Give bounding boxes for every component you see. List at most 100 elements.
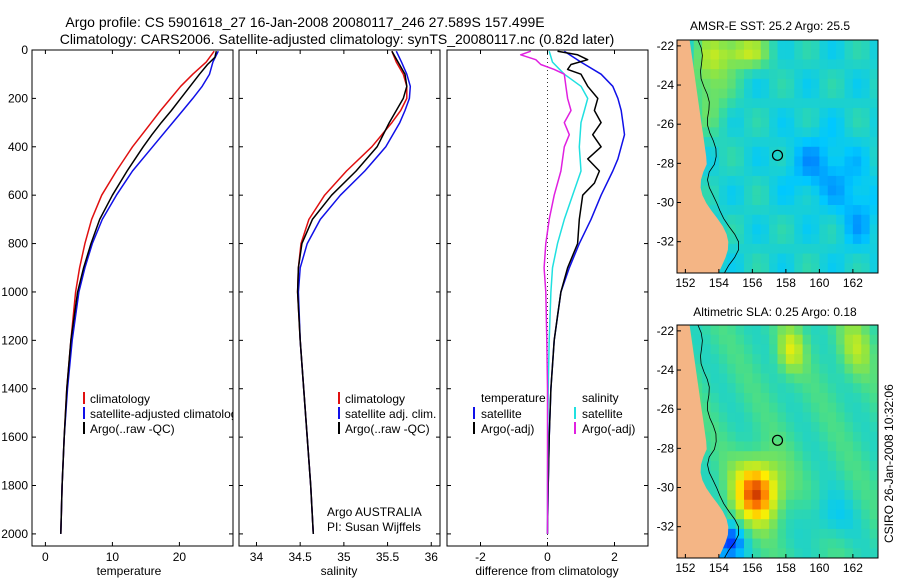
- heatmap-cell: [811, 460, 820, 472]
- heatmap-cell: [769, 402, 778, 413]
- heatmap-cell: [802, 156, 812, 167]
- sst-map: AMSR-E SST: 25.2 Argo: 25.5 -22 -24 -26 -28…: [657, 19, 879, 290]
- heatmap-cell: [827, 166, 837, 177]
- heatmap-cell: [777, 451, 787, 462]
- heatmap-cell: [710, 354, 720, 365]
- heatmap-cell: [769, 40, 778, 51]
- heatmap-cell: [836, 509, 845, 520]
- heatmap-cell: [752, 127, 762, 138]
- depth-tick-label: 200: [8, 91, 28, 105]
- heatmap-cell: [819, 509, 829, 520]
- heatmap-cell: [844, 499, 854, 510]
- heatmap-cell: [827, 40, 837, 51]
- lat-tick-label: -24: [657, 78, 675, 92]
- series-temperature-satellite: [546, 50, 626, 534]
- heatmap-cell: [735, 78, 745, 89]
- heatmap-cell: [769, 214, 778, 225]
- heatmap-cell: [735, 538, 745, 549]
- lon-tick-label: 158: [776, 276, 796, 290]
- heatmap-cell: [777, 499, 787, 510]
- heatmap-cell: [702, 127, 711, 138]
- heatmap-cell: [819, 205, 829, 216]
- heatmap-cell: [752, 205, 762, 216]
- series-satellite-adjusted-climatology: [60, 50, 219, 534]
- heatmap-cell: [794, 175, 804, 187]
- heatmap-cell: [836, 107, 845, 119]
- heatmap-cell: [785, 441, 795, 452]
- heatmap-cell: [735, 224, 745, 235]
- heatmap-cell: [735, 344, 745, 355]
- heatmap-cell: [744, 166, 753, 177]
- heatmap-cell: [735, 185, 745, 196]
- heatmap-cell: [802, 127, 812, 138]
- heatmap-cell: [836, 98, 845, 109]
- heatmap-cell: [693, 49, 703, 60]
- x-tick-label: 34: [250, 550, 264, 564]
- heatmap-cell: [869, 40, 879, 51]
- heatmap-cell: [836, 412, 845, 423]
- heatmap-cell: [836, 344, 845, 355]
- legend-header-temperature: temperature: [481, 391, 546, 405]
- heatmap-cell: [785, 480, 795, 491]
- heatmap-cell: [744, 137, 753, 148]
- difference-panel: -2 0 2 difference from climatology tempera…: [446, 49, 649, 578]
- heatmap-cell: [844, 363, 854, 374]
- heatmap-cell: [827, 325, 837, 336]
- heatmap-cell: [744, 412, 753, 423]
- heatmap-cell: [760, 78, 770, 89]
- heatmap-cell: [727, 431, 737, 442]
- heatmap-cell: [852, 195, 862, 206]
- heatmap-cell: [852, 175, 862, 187]
- heatmap-cell: [735, 548, 745, 559]
- heatmap-cell: [744, 205, 753, 216]
- heatmap-cell: [836, 185, 845, 196]
- depth-tick-label: 1200: [1, 333, 28, 347]
- heatmap-cell: [777, 470, 787, 481]
- heatmap-cell: [718, 373, 728, 384]
- heatmap-cell: [827, 224, 837, 235]
- heatmap-cell: [811, 470, 820, 481]
- heatmap-cell: [811, 156, 820, 167]
- heatmap-cell: [727, 451, 737, 462]
- heatmap-cell: [794, 441, 804, 452]
- heatmap-cell: [827, 480, 837, 491]
- heatmap-cell: [861, 88, 871, 99]
- heatmap-cell: [785, 412, 795, 423]
- heatmap-cell: [852, 383, 862, 394]
- heatmap-cell: [735, 59, 745, 70]
- heatmap-cell: [744, 185, 753, 196]
- heatmap-cell: [794, 392, 804, 404]
- heatmap-cell: [777, 480, 787, 491]
- heatmap-cell: [760, 127, 770, 138]
- heatmap-cell: [710, 363, 720, 374]
- heatmap-cell: [769, 243, 778, 254]
- heatmap-cell: [727, 334, 737, 345]
- heatmap-cell: [844, 166, 854, 177]
- heatmap-cell: [727, 243, 737, 254]
- heatmap-cell: [777, 334, 787, 345]
- heatmap-cell: [727, 166, 737, 177]
- heatmap-cell: [735, 156, 745, 167]
- heatmap-cell: [836, 146, 845, 157]
- heatmap-cell: [794, 234, 804, 245]
- heatmap-cell: [869, 205, 879, 216]
- heatmap-cell: [802, 146, 812, 157]
- heatmap-cell: [802, 373, 812, 384]
- series-salinity-argo-adj-: [519, 50, 572, 534]
- heatmap-cell: [794, 363, 804, 374]
- lat-tick-label: -22: [657, 39, 675, 53]
- heatmap-cell: [861, 431, 871, 442]
- sla-latitude-axis: -22 -24 -26 -28 -30 -32: [657, 324, 681, 534]
- heatmap-cell: [752, 69, 762, 80]
- heatmap-cell: [718, 334, 728, 345]
- heatmap-cell: [718, 88, 728, 99]
- heatmap-cell: [718, 137, 728, 148]
- heatmap-cell: [777, 392, 787, 404]
- heatmap-cell: [785, 40, 795, 51]
- heatmap-cell: [794, 166, 804, 177]
- heatmap-cell: [702, 402, 711, 413]
- heatmap-cell: [760, 431, 770, 442]
- heatmap-cell: [836, 431, 845, 442]
- heatmap-cell: [811, 354, 820, 365]
- depth-tick-label: 800: [8, 237, 28, 251]
